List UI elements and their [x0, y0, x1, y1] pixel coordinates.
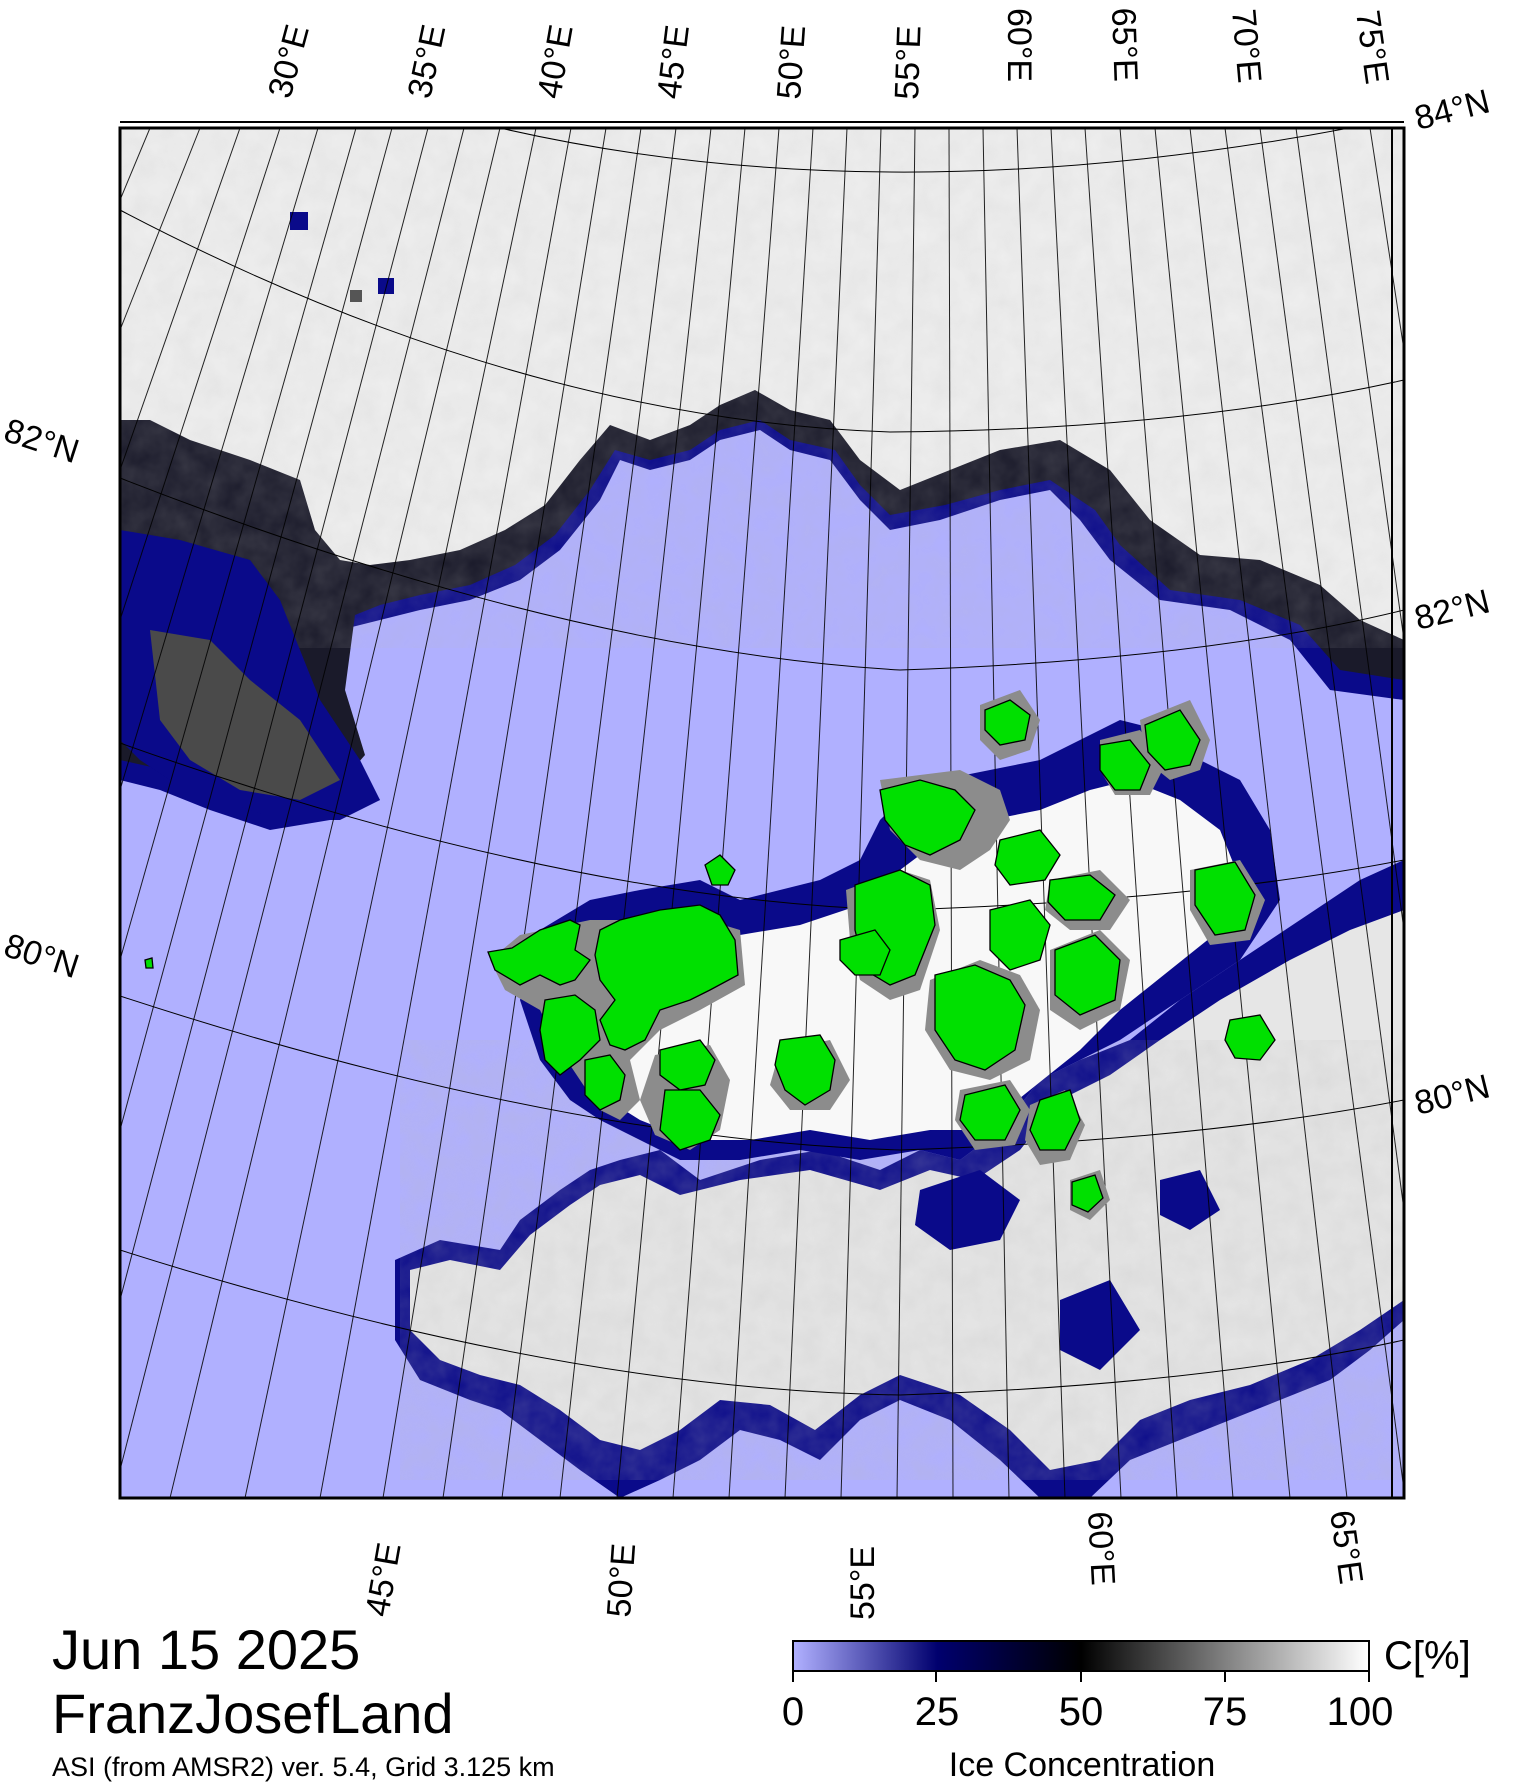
lon-label: 55°E [888, 25, 929, 100]
lon-label: 50°E [600, 1542, 643, 1619]
lon-label: 35°E [401, 21, 454, 101]
colorbar-tick [792, 1672, 794, 1682]
island [704, 854, 736, 886]
island [984, 699, 1031, 746]
map-frame [118, 126, 1406, 1500]
island [659, 1089, 721, 1151]
colorbar-title: Ice Concentration [948, 1746, 1216, 1784]
island [659, 1039, 716, 1091]
island [774, 1034, 836, 1106]
lat-label: 80°N [1411, 1068, 1494, 1123]
ice-dark-patch [1160, 1170, 1220, 1230]
island [1029, 1089, 1081, 1151]
island [989, 899, 1051, 971]
lon-label: 65°E [1104, 7, 1145, 82]
colorbar-gradient [792, 1640, 1370, 1672]
island [144, 957, 154, 969]
island [1054, 934, 1121, 1016]
lat-label: 80°N [0, 926, 84, 986]
colorbar-tick-label: 100 [1326, 1690, 1394, 1734]
colorbar-tick-label: 25 [914, 1690, 960, 1734]
island [934, 964, 1026, 1071]
island [959, 1084, 1021, 1141]
island [994, 829, 1061, 886]
ice-dark-patch [1060, 1280, 1140, 1370]
colorbar-tick [1368, 1672, 1370, 1682]
lon-label: 55°E [844, 1546, 882, 1620]
ice-patch [350, 290, 362, 302]
lon-label: 60°E [1080, 1510, 1122, 1586]
colorbar-unit: C[%] [1384, 1634, 1471, 1678]
colorbar-tick [1224, 1672, 1226, 1682]
lon-label: 65°E [1322, 1508, 1370, 1587]
island [1047, 874, 1116, 921]
lon-label: 75°E [1348, 8, 1396, 87]
lat-label: 82°N [1411, 583, 1494, 638]
ice-dark-patch [915, 1170, 1020, 1250]
island [594, 904, 739, 1051]
island [1194, 861, 1256, 936]
map-source-info: ASI (from AMSR2) ver. 5.4, Grid 3.125 km [52, 1752, 555, 1782]
lon-label: 30°E [261, 21, 317, 102]
lon-label: 60°E [1000, 8, 1038, 82]
lat-label: 84°N [1411, 83, 1494, 138]
islands [144, 699, 1276, 1213]
map-date: Jun 15 2025 [52, 1618, 361, 1681]
lat-label: 82°N [0, 411, 84, 471]
lon-label: 50°E [770, 24, 813, 101]
colorbar-tick-label: 0 [781, 1690, 805, 1734]
island [1099, 739, 1151, 791]
lon-label: 45°E [650, 23, 697, 101]
island [1071, 1174, 1104, 1213]
colorbar-tick [935, 1672, 937, 1682]
island [1144, 709, 1201, 771]
map-region: FranzJosefLand [52, 1682, 454, 1745]
island [584, 1054, 626, 1111]
island [1224, 1014, 1276, 1061]
colorbar-tick-label: 75 [1202, 1690, 1248, 1734]
island [879, 779, 976, 856]
top-longitude-labels: 30°E 35°E 40°E 45°E 50°E 55°E 60°E 65°E … [261, 7, 1396, 102]
ice-patch [290, 212, 308, 230]
lon-label: 45°E [358, 1540, 408, 1620]
island [487, 919, 591, 986]
lon-label: 40°E [530, 22, 580, 102]
colorbar-tick-label: 50 [1058, 1690, 1104, 1734]
western-ice-tongue-core [150, 630, 340, 800]
lon-label: 70°E [1224, 7, 1268, 84]
graticule-meridians [120, 128, 1404, 1498]
map-area [120, 128, 1404, 1498]
colorbar-tick [1080, 1672, 1082, 1682]
island [839, 929, 891, 976]
island [539, 994, 601, 1076]
bottom-longitude-labels: 45°E 50°E 55°E 60°E 65°E [358, 1508, 1370, 1620]
